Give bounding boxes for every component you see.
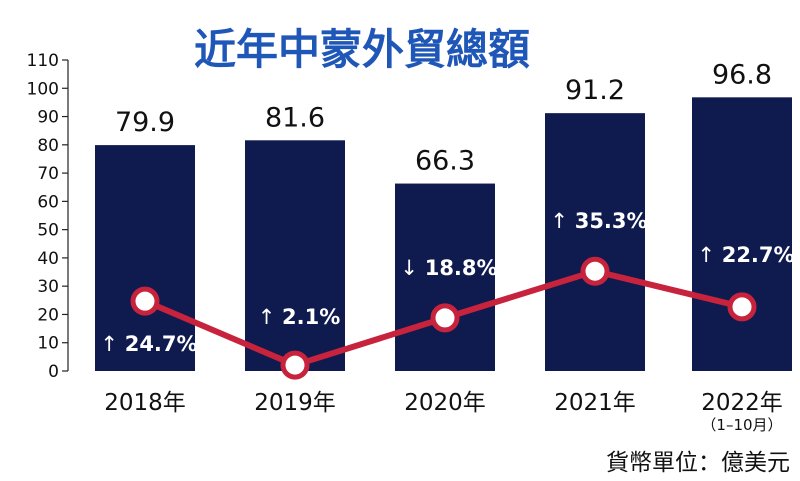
growth-label: ↑ 24.7% (100, 332, 197, 356)
y-tick-label: 30 (37, 277, 59, 297)
growth-label: ↑ 35.3% (550, 209, 647, 233)
growth-label: ↑ 2.1% (258, 305, 341, 329)
growth-percent: 2.1% (282, 305, 340, 329)
y-tick-label: 90 (37, 108, 59, 128)
growth-arrow: ↑ (100, 332, 124, 356)
bar (692, 97, 792, 371)
category-note: （1–10月） (701, 416, 782, 434)
growth-arrow: ↓ (400, 256, 424, 280)
growth-arrow: ↑ (258, 305, 282, 329)
y-tick-label: 110 (27, 51, 59, 71)
bar (395, 183, 495, 371)
y-tick-label: 0 (48, 362, 59, 382)
y-tick-label: 60 (37, 192, 59, 212)
unit-note: 貨幣單位：億美元 (606, 450, 790, 476)
category-label: 2019年 (254, 390, 336, 416)
bar-value-label: 81.6 (265, 102, 325, 133)
category-label: 2022年 (701, 390, 783, 416)
growth-label: ↑ 22.7% (697, 243, 794, 267)
y-tick-label: 40 (37, 249, 59, 269)
y-tick-label: 80 (37, 136, 59, 156)
growth-percent: 18.8% (425, 256, 498, 280)
bar (95, 145, 195, 371)
bars (95, 97, 792, 372)
growth-arrow: ↑ (697, 243, 721, 267)
bar-value-label: 79.9 (115, 107, 175, 138)
labels: 79.9 2018年 81.6 2019年 66.3 2020年 91.2 2021年 96.8… (100, 59, 794, 434)
y-tick-label: 100 (27, 79, 59, 99)
y-tick-label: 20 (37, 305, 59, 325)
category-label: 2020年 (404, 390, 486, 416)
growth-marker (727, 292, 757, 322)
bar-value-label: 91.2 (565, 75, 625, 106)
chart-title: 近年中蒙外貿總額 (194, 25, 530, 74)
bar-value-label: 96.8 (712, 59, 772, 90)
growth-marker (430, 303, 460, 333)
bar (545, 113, 645, 372)
y-tick-label: 10 (37, 334, 59, 354)
growth-line (130, 256, 757, 380)
y-tick-label: 70 (37, 164, 59, 184)
growth-marker (130, 286, 160, 316)
bar-value-label: 66.3 (415, 146, 475, 177)
bar (245, 140, 345, 371)
growth-percent: 22.7% (722, 243, 795, 267)
y-axis: 0 10 20 30 40 50 60 70 80 90 100 110 (27, 51, 69, 382)
growth-percent: 24.7% (125, 332, 198, 356)
category-label: 2018年 (104, 390, 186, 416)
growth-marker (280, 350, 310, 380)
y-tick-label: 50 (37, 221, 59, 241)
growth-percent: 35.3% (575, 209, 648, 233)
growth-arrow: ↑ (550, 209, 574, 233)
category-label: 2021年 (554, 390, 636, 416)
growth-label: ↓ 18.8% (400, 256, 497, 280)
growth-marker (580, 256, 610, 286)
